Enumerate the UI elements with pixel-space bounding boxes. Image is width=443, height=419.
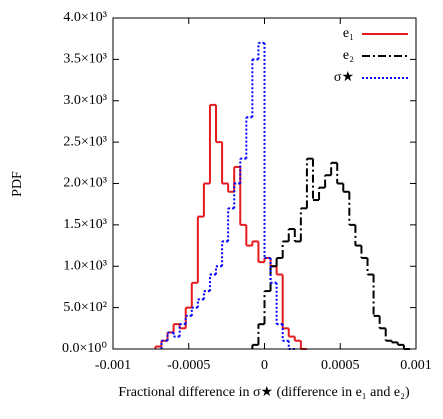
x-tick-label: 0.001 [400,358,432,373]
y-tick-label: 0.0×10⁰ [62,341,107,356]
y-tick-label: 5.0×10² [63,300,107,315]
y-tick-label: 3.5×10³ [63,52,107,67]
y-tick-label: 3.0×10³ [63,93,107,108]
y-tick-label: 2.0×10³ [63,176,107,191]
y-tick-label: 4.0×10³ [63,10,107,25]
y-tick-label: 1.0×10³ [63,258,107,273]
x-tick-label: 0.0005 [321,358,360,373]
legend-label: σ★ [334,70,354,85]
y-tick-label: 1.5×10³ [63,217,107,232]
x-axis-label: Fractional difference in σ★ (difference … [118,385,410,400]
x-tick-label: -0.001 [95,358,131,373]
plot-frame [112,17,417,350]
legend-label: e₂ [343,48,354,63]
x-tick-label: 0 [261,358,268,373]
y-tick-label: 2.5×10³ [63,134,107,149]
legend-label: e₁ [343,26,354,41]
y-axis-label: PDF [10,171,25,197]
x-tick-label: -0.0005 [167,358,210,373]
